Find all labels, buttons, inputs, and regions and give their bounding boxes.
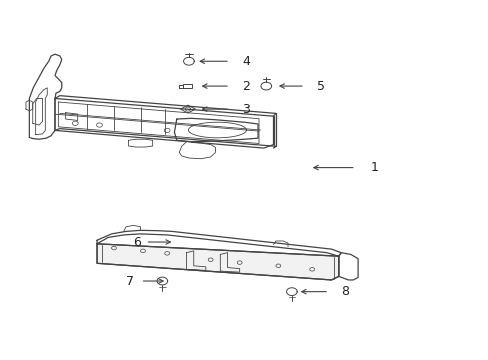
Text: 8: 8 [341, 285, 348, 298]
Text: 6: 6 [133, 235, 141, 248]
Text: 7: 7 [126, 275, 134, 288]
Bar [183, 84, 191, 89]
Text: 5: 5 [316, 80, 325, 93]
Text: 1: 1 [369, 161, 377, 174]
Text: 3: 3 [242, 103, 249, 116]
Polygon shape [97, 244, 338, 280]
Text: 2: 2 [242, 80, 249, 93]
Text: 4: 4 [242, 55, 249, 68]
